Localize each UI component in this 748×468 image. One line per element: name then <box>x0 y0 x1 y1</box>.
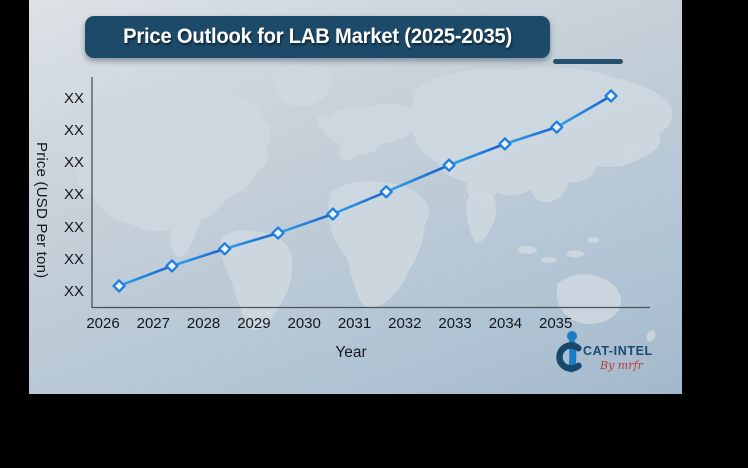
chart-plot <box>91 77 650 309</box>
continent-australia <box>557 274 622 324</box>
y-tick-label: XX <box>63 122 84 139</box>
banner-shadow-strip <box>553 59 623 64</box>
price-line-segment <box>331 190 388 216</box>
x-tick-label: 2026 <box>86 315 120 332</box>
x-tick-label: 2030 <box>287 315 321 332</box>
y-tick-label: XX <box>63 186 84 204</box>
data-point-marker <box>604 89 618 103</box>
data-point-marker <box>326 207 340 221</box>
price-line-segment <box>276 212 335 235</box>
island-sea-4 <box>587 237 599 243</box>
x-tick-label: 2027 <box>136 315 170 332</box>
title-banner: Price Outlook for LAB Market (2025-2035) <box>85 16 550 58</box>
x-tick-label: 2032 <box>388 315 422 332</box>
y-axis-title: Price (USD Per ton) <box>33 142 50 279</box>
data-point-marker <box>498 137 512 151</box>
data-point-marker <box>442 158 456 172</box>
data-point-marker <box>550 120 564 134</box>
island-sea-2 <box>541 257 557 263</box>
price-line-segment <box>117 264 174 288</box>
y-tick-label: XX <box>63 154 84 172</box>
x-tick-label: 2033 <box>438 315 472 332</box>
data-point-marker <box>165 259 179 273</box>
continent-north-america <box>59 88 271 257</box>
price-line-segment <box>384 163 451 194</box>
price-line-segment <box>503 125 559 146</box>
data-point-marker <box>112 279 126 293</box>
y-tick-label: XX <box>63 218 84 236</box>
x-tick-label: 2031 <box>337 315 372 332</box>
continent-africa <box>328 181 429 308</box>
brand-logo: CAT-INTEL By mrfr <box>556 329 676 383</box>
price-line-segment <box>555 94 613 129</box>
data-point-marker <box>271 226 285 240</box>
x-tick-label: 2035 <box>539 315 573 332</box>
price-line-segment <box>170 247 227 268</box>
x-tick-label: 2029 <box>237 315 271 332</box>
continent-asia <box>409 67 673 203</box>
subcontinent-india <box>466 192 496 244</box>
chart-canvas: Price Outlook for LAB Market (2025-2035)… <box>29 0 682 394</box>
continent-europe <box>323 104 419 161</box>
y-tick-label: XX <box>63 89 84 107</box>
price-line-segment <box>223 231 280 251</box>
data-point-marker <box>379 185 393 199</box>
island-greenland <box>273 63 332 107</box>
y-tick-label: XX <box>63 250 84 268</box>
world-map <box>59 63 673 342</box>
x-tick-label: 2028 <box>186 315 221 332</box>
island-uk <box>316 115 328 129</box>
price-line-segment <box>447 142 507 167</box>
data-point-marker <box>218 242 232 256</box>
logo-brand-name: CAT-INTEL <box>583 344 653 358</box>
x-axis-title: Year <box>335 344 367 361</box>
chart-title: Price Outlook for LAB Market (2025-2035) <box>123 25 512 48</box>
island-sea-3 <box>566 250 584 258</box>
x-tick-label: 2034 <box>488 315 523 332</box>
island-nz <box>646 330 656 342</box>
logo-mark-icon <box>556 331 582 373</box>
logo-byline: By mrfr <box>600 359 643 372</box>
continent-south-america <box>220 230 293 330</box>
y-tick-label: XX <box>63 283 84 300</box>
island-sea-1 <box>517 246 537 254</box>
island-japan <box>624 143 634 161</box>
